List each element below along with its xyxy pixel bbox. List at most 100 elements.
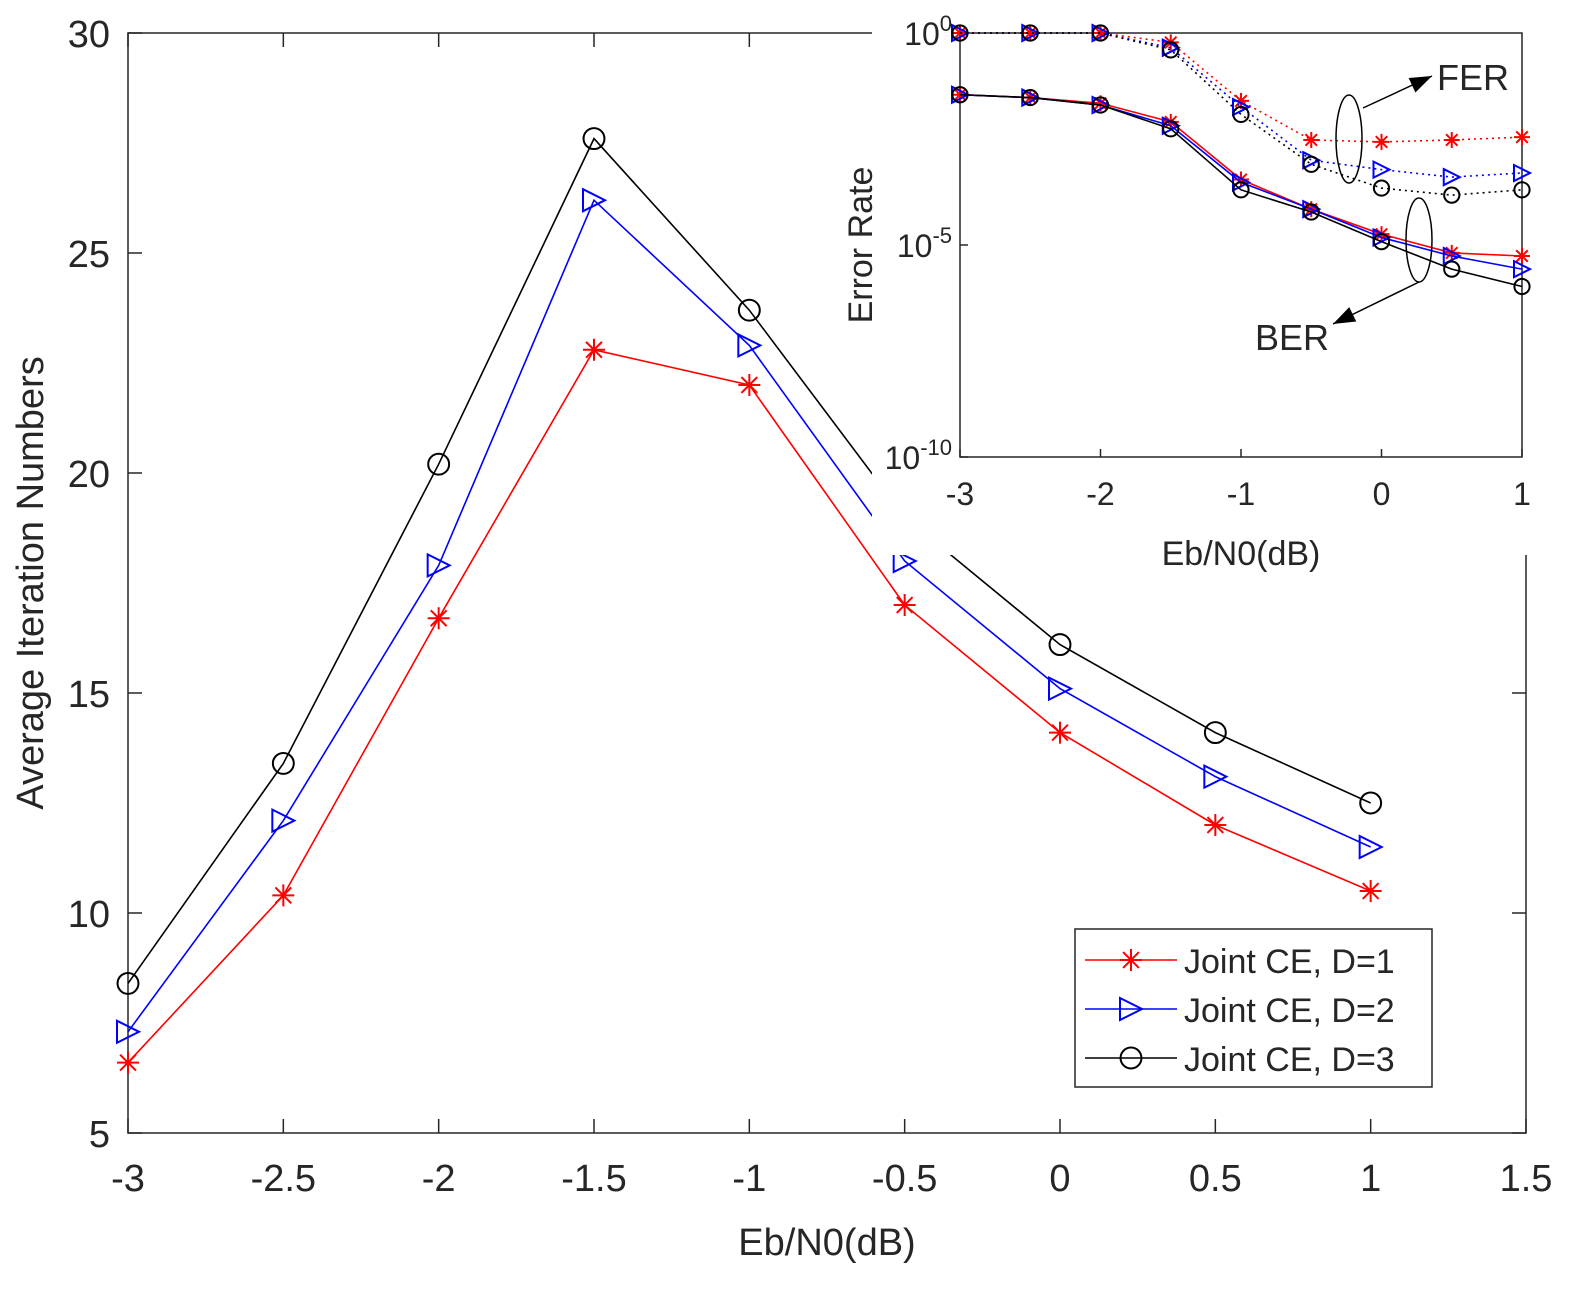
inset-x-tick-label: 1	[1513, 476, 1531, 512]
inset-data-point-marker	[1513, 259, 1533, 279]
inset-data-point-marker	[1232, 105, 1250, 124]
data-point-marker	[426, 552, 452, 579]
series-Joint CE, D=1	[117, 338, 1382, 1074]
inset-data-point-marker	[1232, 181, 1250, 199]
inset-x-tick-label: 0	[1373, 476, 1391, 512]
legend-label: Joint CE, D=1	[1184, 943, 1395, 981]
inset-x-tick-label: -3	[946, 476, 974, 512]
legend-marker	[1119, 996, 1145, 1022]
fer-annotation-label: FER	[1437, 57, 1509, 98]
series-line	[127, 198, 1371, 1033]
x-tick-label: -3	[111, 1158, 145, 1200]
x-tick-label: -2.5	[251, 1158, 316, 1200]
data-point-marker	[427, 452, 451, 476]
inset-x-axis-label: Eb/N0(dB)	[1162, 535, 1321, 573]
inset-data-point-marker	[1443, 260, 1461, 278]
legend-entry: Joint CE, D=2	[1085, 992, 1395, 1030]
data-point-marker	[583, 338, 605, 361]
inset-data-point-marker	[1373, 133, 1390, 150]
main-plot-frame	[127, 32, 1527, 1134]
y-tick-label: 15	[68, 674, 110, 716]
inset-data-point-marker	[1233, 171, 1249, 188]
series-Joint CE, D=3	[116, 127, 1383, 995]
x-axis-label: Eb/N0(dB)	[738, 1222, 915, 1264]
data-point-marker	[737, 298, 761, 322]
inset-data-point-marker	[1302, 203, 1320, 221]
inset-data-point-marker	[1513, 181, 1531, 199]
inset-y-axis-label: Error Rate	[842, 167, 880, 324]
inset-data-point-marker	[1302, 155, 1320, 173]
inset-data-point-marker	[1092, 95, 1109, 112]
inset-data-point-marker	[1513, 163, 1533, 183]
ber-arrow-head	[1333, 307, 1357, 324]
y-tick-label: 10	[68, 894, 110, 936]
data-point-marker	[738, 374, 761, 396]
inset-data-point-marker	[1514, 129, 1530, 146]
inset-data-point-marker	[1514, 248, 1530, 265]
data-point-marker	[737, 332, 763, 359]
y-tick-label: 5	[89, 1114, 110, 1156]
inset-x-tick-label: -2	[1086, 476, 1114, 512]
x-tick-label: -1.5	[561, 1158, 626, 1200]
inset-data-point-marker	[951, 86, 969, 104]
data-point-marker	[1359, 791, 1383, 815]
inset-data-point-marker	[1092, 25, 1109, 41]
inset-series-line	[960, 32, 1523, 178]
inset-data-point-marker	[1372, 159, 1392, 180]
x-tick-label: -0.5	[872, 1158, 937, 1200]
data-point-marker	[1048, 675, 1074, 702]
legend-marker	[1119, 1046, 1143, 1070]
data-point-marker	[1048, 633, 1072, 657]
series-line	[127, 137, 1371, 984]
data-point-marker	[272, 884, 295, 907]
y-tick-label: 30	[68, 14, 110, 56]
data-point-marker	[1049, 721, 1071, 744]
x-tick-label: -1	[732, 1158, 766, 1200]
inset-data-point-marker	[1513, 277, 1531, 296]
x-tick-label: 1	[1360, 1158, 1381, 1200]
inset-series-FER	[951, 24, 1531, 204]
inset-data-point-marker	[1091, 24, 1110, 42]
inset-data-point-marker	[1233, 92, 1249, 109]
inset-data-point-marker	[1442, 246, 1462, 266]
inset-data-point-marker	[1232, 97, 1252, 117]
legend-marker	[1120, 949, 1142, 971]
inset-data-point-marker	[1372, 179, 1391, 197]
main-plot: -3 -2.5 -2 -1.5 -1 -0.5 0 0.5 1 1.551015202530Eb/…	[10, 14, 1552, 1264]
data-point-marker	[1358, 834, 1384, 860]
data-point-marker	[582, 127, 606, 151]
data-point-marker	[427, 607, 450, 630]
legend-entry: Joint CE, D=3	[1085, 1041, 1395, 1079]
inset-data-point-marker	[1372, 233, 1391, 251]
y-axis-label: Average Iteration Numbers	[10, 356, 52, 809]
x-tick-label: -2	[422, 1158, 456, 1200]
y-tick-label: 20	[68, 454, 110, 496]
data-point-marker	[893, 594, 916, 616]
inset-data-point-marker	[951, 24, 969, 42]
inset-y-tick-label: 10-5	[897, 223, 952, 264]
inset-data-point-marker	[1022, 25, 1039, 41]
inset-data-point-marker	[1162, 120, 1180, 138]
inset-data-point-marker	[1021, 88, 1039, 107]
ber-annotation-label: BER	[1255, 317, 1329, 358]
data-point-marker	[117, 1051, 139, 1074]
inset-data-point-marker	[1443, 131, 1460, 148]
data-point-marker	[1203, 763, 1229, 790]
data-point-marker	[1204, 814, 1227, 836]
data-point-marker	[892, 548, 918, 574]
inset-x-tick-label: -1	[1227, 476, 1255, 512]
fer-arrow-head	[1408, 76, 1432, 93]
data-point-marker	[271, 807, 297, 834]
inset-data-point-marker	[1021, 24, 1039, 42]
inset-series-line	[959, 93, 1523, 288]
y-tick-label: 25	[68, 234, 110, 276]
inset-data-point-marker	[1442, 167, 1462, 187]
inset-data-point-marker	[952, 86, 968, 103]
inset-data-point-marker	[1162, 41, 1180, 59]
data-point-marker	[116, 1019, 142, 1045]
inset-y-tick-label: 10-10	[885, 435, 952, 476]
data-point-marker	[582, 187, 608, 213]
inset-data-point-marker	[1303, 131, 1320, 148]
legend-label: Joint CE, D=2	[1184, 992, 1395, 1030]
